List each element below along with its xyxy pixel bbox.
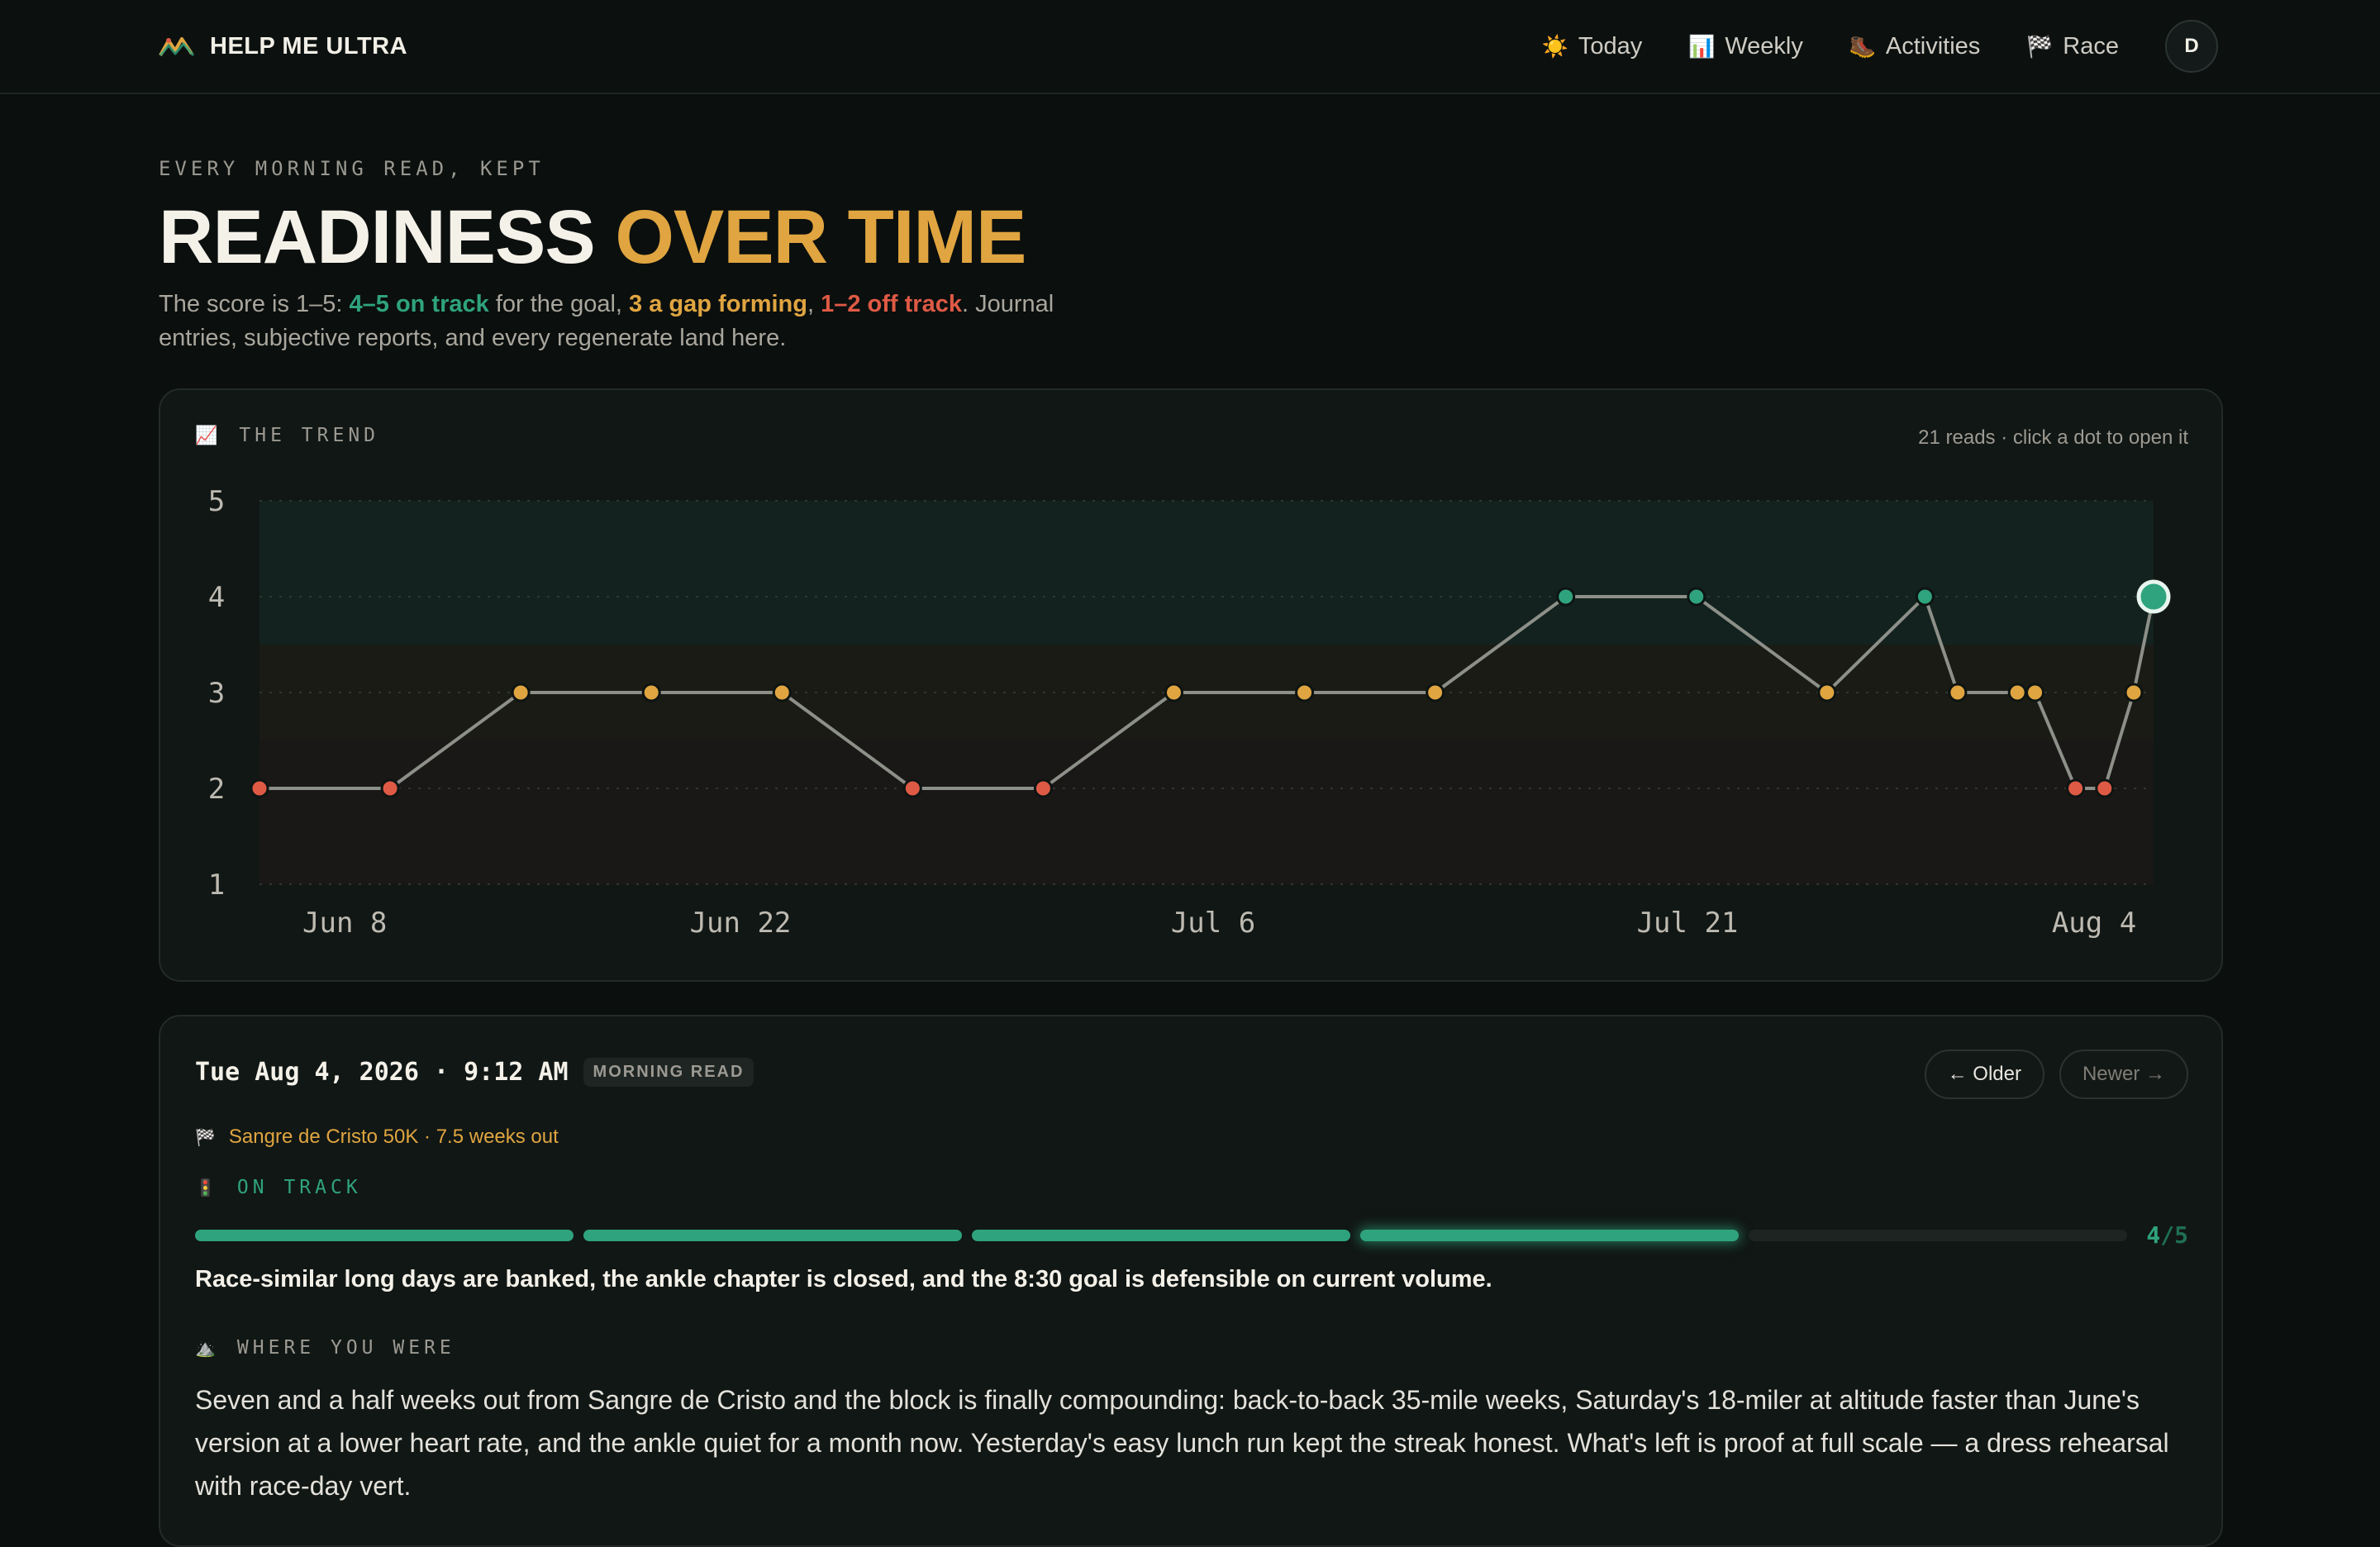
- chart-band: [259, 740, 2154, 884]
- lede-text: The score is 1–5:: [159, 291, 350, 317]
- readiness-point[interactable]: [1295, 683, 1315, 702]
- x-tick-label: Aug 4: [2052, 907, 2136, 940]
- hiking-boot-icon: 🥾: [1849, 33, 1877, 59]
- brand-name: HELP ME ULTRA: [210, 32, 408, 60]
- title-accent: OVER TIME: [615, 195, 1026, 279]
- where-text: Seven and a half weeks out from Sangre d…: [195, 1385, 2169, 1501]
- x-tick-label: Jun 8: [302, 907, 387, 940]
- readiness-point[interactable]: [2124, 683, 2144, 702]
- nav-links: ☀️ Today 📊 Weekly 🥾 Activities 🏁 Race D: [1542, 20, 2218, 73]
- score-meter: [195, 1230, 2127, 1241]
- sun-icon: ☀️: [1541, 33, 1569, 59]
- newer-button[interactable]: Newer →: [2059, 1050, 2188, 1099]
- readiness-point[interactable]: [250, 778, 269, 798]
- traffic-light-icon: 🚦: [195, 1178, 216, 1197]
- lede-text: ,: [807, 291, 821, 317]
- status-line: 🚦 ON TRACK: [195, 1177, 362, 1198]
- score-max: /5: [2160, 1221, 2188, 1249]
- readiness-point[interactable]: [2025, 683, 2045, 702]
- y-tick-label: 5: [208, 485, 225, 518]
- trend-card: 📈 THE TREND 21 reads · click a dot to op…: [159, 388, 2223, 982]
- y-tick-label: 4: [208, 581, 225, 614]
- readiness-point[interactable]: [2066, 778, 2086, 798]
- score-value: 4: [2146, 1221, 2161, 1249]
- nav-race[interactable]: 🏁 Race: [2026, 33, 2119, 60]
- lede-off: 1–2 off track: [821, 291, 962, 317]
- nav-activities-label: Activities: [1885, 32, 1981, 60]
- read-header: Tue Aug 4, 2026 · 9:12 AM MORNING READ: [195, 1058, 754, 1087]
- x-tick-label: Jul 6: [1171, 907, 1255, 940]
- score-readout: 4/5: [2146, 1221, 2188, 1249]
- score-segment: [195, 1230, 574, 1241]
- readiness-point[interactable]: [2136, 579, 2171, 614]
- title-main: READINESS: [159, 195, 596, 279]
- chart-band: [259, 501, 2154, 645]
- checkered-flag-icon: 🏁: [195, 1128, 216, 1147]
- lede-text: for the goal,: [488, 291, 630, 317]
- page-eyebrow: EVERY MORNING READ, KEPT: [159, 157, 545, 180]
- readiness-point[interactable]: [641, 683, 661, 702]
- nav-today[interactable]: ☀️ Today: [1542, 33, 1642, 60]
- readiness-point[interactable]: [1556, 587, 1576, 607]
- y-tick-label: 2: [208, 773, 225, 806]
- where-header: ⛰️ WHERE YOU WERE: [195, 1337, 455, 1359]
- nav-activities[interactable]: 🥾 Activities: [1849, 33, 1980, 60]
- checkered-flag-icon: 🏁: [2026, 33, 2054, 59]
- nav-weekly[interactable]: 📊 Weekly: [1688, 33, 1803, 60]
- readiness-point[interactable]: [2007, 683, 2027, 702]
- score-segment: [1749, 1230, 2127, 1241]
- readiness-point[interactable]: [1817, 683, 1837, 702]
- status-label: ON TRACK: [236, 1177, 362, 1198]
- mountain-icon: ⛰️: [195, 1339, 216, 1358]
- readiness-chart: 1 2 3 4 5 Jun 8 Jun 22 Jul 6 Jul 21 Aug 4: [208, 485, 2171, 940]
- lede-gap: 3 a gap forming: [629, 291, 807, 317]
- race-label: Sangre de Cristo 50K · 7.5 weeks out: [228, 1126, 559, 1148]
- page-lede: The score is 1–5: 4–5 on track for the g…: [159, 288, 1084, 355]
- read-summary: Race-similar long days are banked, the a…: [195, 1266, 1492, 1292]
- trend-header: 📈 THE TREND: [195, 425, 379, 446]
- readiness-point[interactable]: [1687, 587, 1706, 607]
- readiness-point[interactable]: [1915, 587, 1935, 607]
- older-button[interactable]: ← Older: [1924, 1050, 2044, 1099]
- readiness-point[interactable]: [772, 683, 792, 702]
- x-tick-label: Jul 21: [1637, 907, 1739, 940]
- y-tick-label: 1: [208, 869, 225, 902]
- read-datetime: Tue Aug 4, 2026 · 9:12 AM: [195, 1058, 569, 1087]
- x-tick-label: Jun 22: [690, 907, 792, 940]
- race-line[interactable]: 🏁 Sangre de Cristo 50K · 7.5 weeks out: [195, 1126, 559, 1149]
- readiness-point[interactable]: [2095, 778, 2115, 798]
- readiness-point[interactable]: [1426, 683, 1445, 702]
- readiness-point[interactable]: [380, 778, 400, 798]
- bar-chart-icon: 📊: [1688, 33, 1716, 59]
- score-segment: [1360, 1230, 1739, 1241]
- readiness-point[interactable]: [511, 683, 531, 702]
- score-segment: [583, 1230, 962, 1241]
- read-type-badge: MORNING READ: [583, 1058, 754, 1087]
- lede-text: . Journal entries, subjective reports, a…: [159, 291, 1054, 351]
- nav-weekly-label: Weekly: [1725, 32, 1803, 60]
- trend-label: THE TREND: [239, 425, 380, 446]
- page-title: READINESS OVER TIME: [159, 192, 1026, 283]
- lede-on-track: 4–5 on track: [349, 291, 489, 317]
- readiness-point[interactable]: [1948, 683, 1968, 702]
- nav-today-label: Today: [1578, 32, 1643, 60]
- top-nav: HELP ME ULTRA ☀️ Today 📊 Weekly 🥾 Activi…: [0, 0, 2380, 94]
- logo-icon: [159, 37, 195, 56]
- chart-trend-icon: 📈: [195, 425, 218, 445]
- readiness-point[interactable]: [1033, 778, 1053, 798]
- brand[interactable]: HELP ME ULTRA: [159, 30, 407, 63]
- score-segment: [972, 1230, 1350, 1241]
- trend-note: 21 reads · click a dot to open it: [1918, 426, 2188, 449]
- where-label: WHERE YOU WERE: [236, 1337, 455, 1359]
- pager: ← Older Newer →: [1924, 1050, 2188, 1099]
- readiness-point[interactable]: [902, 778, 922, 798]
- readiness-point[interactable]: [1164, 683, 1183, 702]
- y-tick-label: 3: [208, 677, 225, 710]
- avatar[interactable]: D: [2165, 20, 2218, 73]
- nav-race-label: Race: [2063, 32, 2119, 60]
- read-detail-card: Tue Aug 4, 2026 · 9:12 AM MORNING READ ←…: [159, 1015, 2223, 1547]
